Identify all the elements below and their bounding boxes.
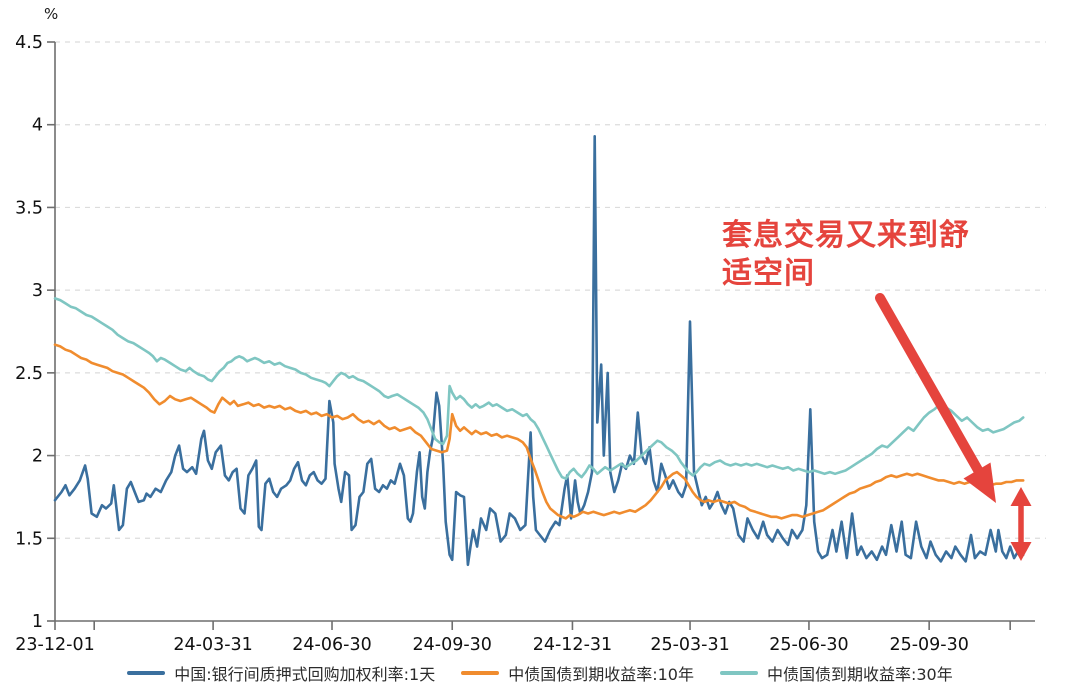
x-tick-label: 24-03-31 xyxy=(173,635,252,655)
x-tick-label: 24-06-30 xyxy=(292,635,371,655)
x-tick-label: 25-03-31 xyxy=(650,635,729,655)
y-tick-label: 1 xyxy=(32,612,43,632)
x-tick-label: 24-09-30 xyxy=(413,635,492,655)
y-tick-label: 2.5 xyxy=(15,364,43,384)
legend-label-cgb-30y: 中债国债到期收益率:30年 xyxy=(766,665,953,684)
annotation-text: 套息交易又来到舒 适空间 xyxy=(722,217,970,293)
series-line-2 xyxy=(53,297,1025,481)
y-tick-label: 4.5 xyxy=(15,33,43,53)
y-tick-label: 2 xyxy=(32,447,43,467)
series-line-1 xyxy=(53,343,1025,520)
annotation-line-2: 适空间 xyxy=(722,256,815,291)
range-arrow-bottom-icon xyxy=(1010,542,1032,561)
legend-item-cgb-30y: 中债国债到期收益率:30年 xyxy=(719,661,953,685)
legend-swatch-repo-1d-icon xyxy=(127,670,166,676)
legend-item-cgb-10y: 中债国债到期收益率:10年 xyxy=(461,661,694,685)
annotation-arrowhead-icon xyxy=(963,462,996,503)
y-tick-label: 4 xyxy=(32,116,43,136)
series-line-0 xyxy=(53,135,1025,567)
legend-swatch-cgb-10y-icon xyxy=(461,670,500,676)
legend-label-cgb-10y: 中债国债到期收益率:10年 xyxy=(508,665,694,684)
range-arrow-top-icon xyxy=(1010,487,1032,506)
annotation-line-1: 套息交易又来到舒 xyxy=(722,218,970,253)
chart-canvas: 4.5 4 3.5 3 2.5 2 1.5 1 23-12-01 24-03-31 24-06-30… xyxy=(15,33,1046,655)
x-tick-label: 23-12-01 xyxy=(15,635,94,655)
x-tick-label: 25-09-30 xyxy=(889,635,968,655)
x-tick-label: 25-06-30 xyxy=(769,635,848,655)
annotation-arrow-icon xyxy=(875,293,983,475)
y-axis-unit-label: % xyxy=(44,5,59,23)
legend-label-repo-1d: 中国:银行间质押式回购加权利率:1天 xyxy=(174,665,436,684)
y-tick-label: 3.5 xyxy=(15,198,43,218)
y-tick-label: 1.5 xyxy=(15,529,43,549)
legend-swatch-cgb-30y-icon xyxy=(719,670,758,676)
legend: 中国:银行间质押式回购加权利率:1天 中债国债到期收益率:10年 中债国债到期收… xyxy=(0,661,1080,685)
y-tick-label: 3 xyxy=(32,281,43,301)
legend-item-repo-1d: 中国:银行间质押式回购加权利率:1天 xyxy=(127,661,435,685)
x-tick-label: 24-12-31 xyxy=(533,635,612,655)
